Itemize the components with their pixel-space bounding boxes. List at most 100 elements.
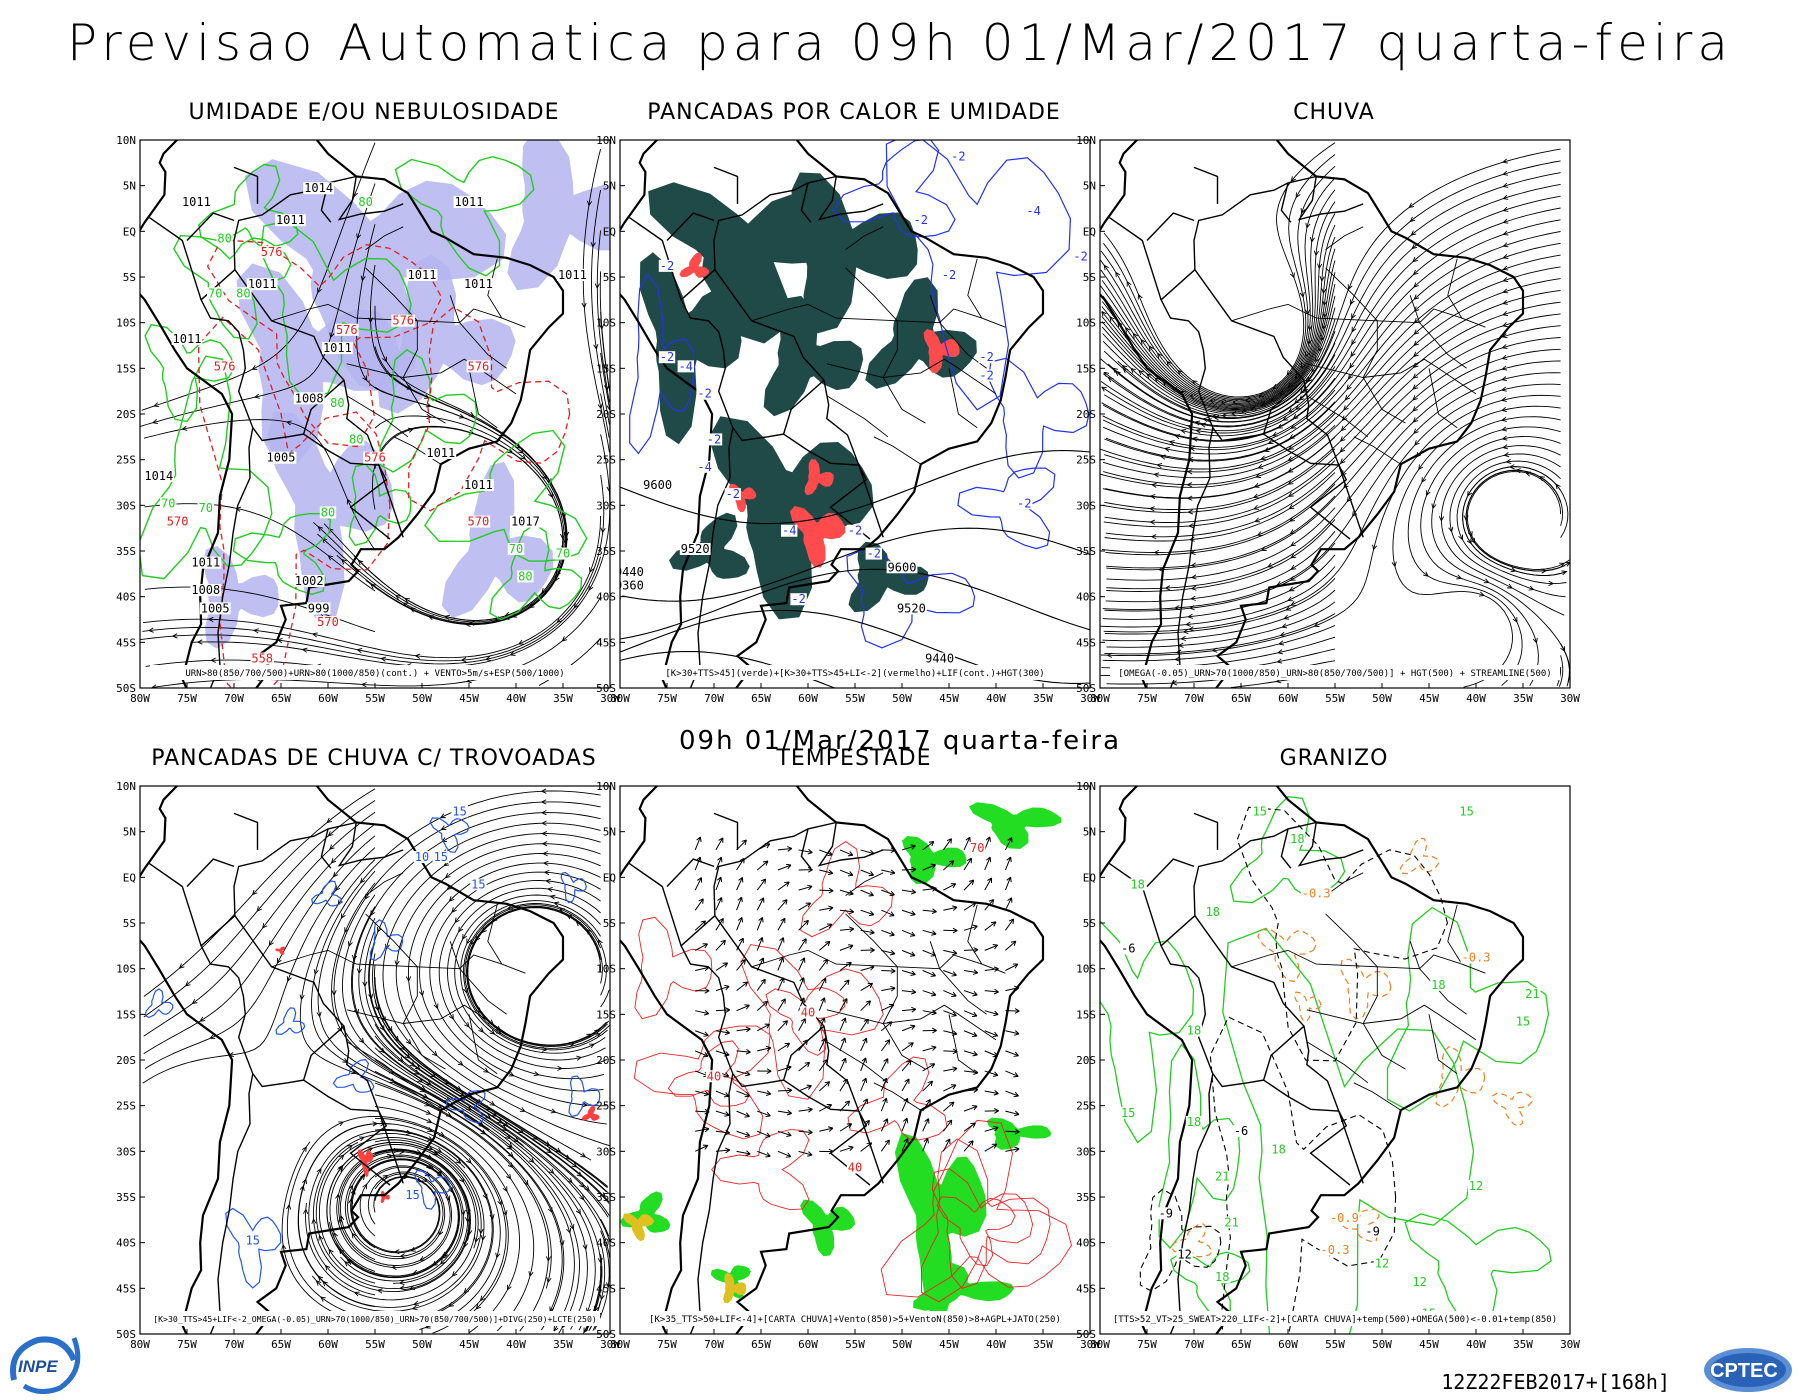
trovoadas-arrow-61-88 — [467, 1229, 473, 1235]
umidade-arrow-23-40 — [361, 682, 367, 688]
trovoadas-streamline-22 — [454, 894, 606, 1061]
umidade-arrow-21-72 — [172, 633, 178, 639]
granizo-contour-label-1: 15 — [1253, 804, 1267, 818]
tempestade-vector-111 — [819, 849, 833, 857]
tempestade-lon-label-9: 35W — [1033, 1338, 1053, 1351]
chuva-map-content — [1100, 140, 1570, 688]
trovoadas-arrow-5-8 — [541, 810, 547, 816]
pancadas-calor-contour-label-23: 280 — [600, 592, 622, 606]
tempestade-contour-0 — [936, 1196, 1016, 1267]
chuva-arrow-45-56 — [1478, 591, 1485, 597]
trovoadas-arrow-74-56 — [439, 1131, 445, 1137]
trovoadas-arrow-71-72 — [463, 1287, 469, 1294]
tempestade-border-4 — [783, 1079, 859, 1112]
trovoadas-lat-label-9: 35S — [116, 1191, 136, 1204]
trovoadas-arrow-51-56 — [311, 1218, 317, 1225]
chuva-lat-label-10: 40S — [1076, 591, 1096, 604]
trovoadas-streamline-54 — [328, 1159, 459, 1277]
tempestade-vector-253 — [1004, 876, 1012, 891]
trovoadas-contour-label-1: 10 — [415, 850, 429, 864]
umidade-arrow-22-24 — [286, 420, 292, 426]
tempestade-vector-84 — [798, 1061, 811, 1072]
chuva-arrow-71-8 — [1287, 596, 1293, 602]
tempestade-vector-101 — [818, 1037, 827, 1052]
chuva-lon-label-1: 75W — [1137, 692, 1157, 705]
chuva-arrow-12-56 — [1140, 339, 1146, 345]
umidade-label-bg-27 — [197, 501, 214, 514]
tempestade-vector-239 — [984, 836, 991, 851]
trovoadas-arrow-73-40 — [372, 1121, 378, 1127]
chuva-lat-label-7: 25S — [1076, 454, 1096, 467]
trovoadas-lon-label-10: 30W — [600, 1338, 620, 1351]
pancadas-calor-label-bg-16 — [781, 524, 798, 537]
umidade-label-bg-39 — [199, 602, 231, 615]
pancadas-calor-lat-label-6: 20S — [596, 408, 616, 421]
umidade-label-bg-35 — [190, 556, 222, 569]
chuva-streamline-5 — [1100, 165, 1336, 401]
chuva-arrow-67-24 — [1467, 490, 1473, 497]
umidade-streamline-19 — [353, 425, 564, 621]
pancadas-calor-label-bg-21 — [620, 565, 645, 578]
chuva-arrow-47-8 — [1501, 416, 1507, 422]
trovoadas-arrow-61-40 — [391, 1264, 397, 1270]
granizo-lat-label-1: 5N — [1083, 826, 1096, 839]
tempestade-vector-223 — [963, 836, 971, 851]
trovoadas-arrow-23-56 — [576, 1055, 582, 1061]
chuva-arrow-6-8 — [1300, 207, 1306, 214]
trovoadas-streamline-41 — [374, 1047, 596, 1331]
tempestade-vector-68 — [777, 1065, 792, 1072]
umidade-state-line-4 — [449, 295, 507, 369]
tempestade-state-line-10 — [967, 904, 1006, 974]
tempestade-vector-47 — [736, 839, 747, 851]
pancadas-calor-lon-label-7: 45W — [939, 692, 959, 705]
trovoadas-arrow-2-8 — [326, 817, 333, 823]
chuva-lat-label-0: 10N — [1076, 134, 1096, 147]
umidade-arrow-17-88 — [148, 627, 154, 633]
umidade-contour-0 — [206, 239, 443, 448]
chuva-streamline-72 — [1102, 589, 1336, 642]
chuva-state-line-0 — [1287, 303, 1463, 324]
tempestade-vector-201 — [943, 970, 957, 977]
umidade-contour-label-26: 70 — [161, 496, 175, 510]
umidade-contour-label-18: 576 — [468, 359, 490, 373]
chuva-arrow-1-24 — [1408, 202, 1415, 208]
chuva-arrow-37-56 — [1267, 562, 1273, 568]
tempestade-lat-label-6: 20S — [596, 1054, 616, 1067]
umidade-contours — [197, 239, 571, 688]
trovoadas-arrow-12-8 — [335, 885, 341, 891]
umidade-streamline-16 — [142, 475, 605, 662]
chuva-arrow-76-8 — [1278, 640, 1285, 646]
chuva-arrow-65-24 — [1463, 515, 1469, 521]
trovoadas-arrow-12-24 — [286, 976, 292, 982]
tempestade-vector-157 — [881, 889, 895, 897]
trovoadas-streamline-34 — [463, 903, 608, 1051]
umidade-arrow-4-40 — [254, 393, 260, 399]
tempestade-vector-153 — [881, 968, 896, 974]
umidade-lat-label-10: 40S — [116, 591, 136, 604]
tempestade-vector-148 — [880, 1058, 889, 1072]
granizo-lon-label-6: 50W — [1372, 1338, 1392, 1351]
tempestade-vector-55 — [756, 1000, 769, 1012]
granizo-state-line-2 — [1306, 1004, 1477, 1041]
trovoadas-arrow-9-56 — [405, 1039, 412, 1045]
umidade-arrow-4-24 — [329, 332, 335, 338]
trovoadas-contours — [144, 817, 601, 1289]
tempestade-vector-175 — [901, 844, 916, 851]
umidade-lon-label-7: 45W — [459, 692, 479, 705]
pancadas-calor-border-9 — [858, 464, 884, 538]
umidade-border-6 — [186, 212, 235, 241]
chuva-state-line-3 — [1325, 267, 1378, 322]
pancadas-calor-contour-label-22: 9360 — [615, 579, 644, 593]
trovoadas-streamline-57 — [594, 1230, 610, 1330]
umidade-contour-0 — [172, 234, 292, 340]
chuva-arrow-31-72 — [1151, 534, 1157, 540]
chuva-arrow-43-40 — [1372, 544, 1378, 550]
tempestade-vector-12 — [694, 898, 704, 911]
chuva-arrow-7-8 — [1502, 194, 1509, 200]
tempestade-vector-38 — [736, 1026, 751, 1033]
trovoadas-arrow-52-88 — [474, 1237, 480, 1243]
pancadas-calor-contour-label-1: -4 — [1026, 204, 1040, 218]
chuva-arrow-7-40 — [1351, 326, 1357, 333]
chuva-streamline-22 — [1100, 278, 1561, 488]
pancadas-calor-caption: [K>30+TTS>45](verde)+[K>30+TTS>45+LI<-2]… — [665, 669, 1044, 679]
